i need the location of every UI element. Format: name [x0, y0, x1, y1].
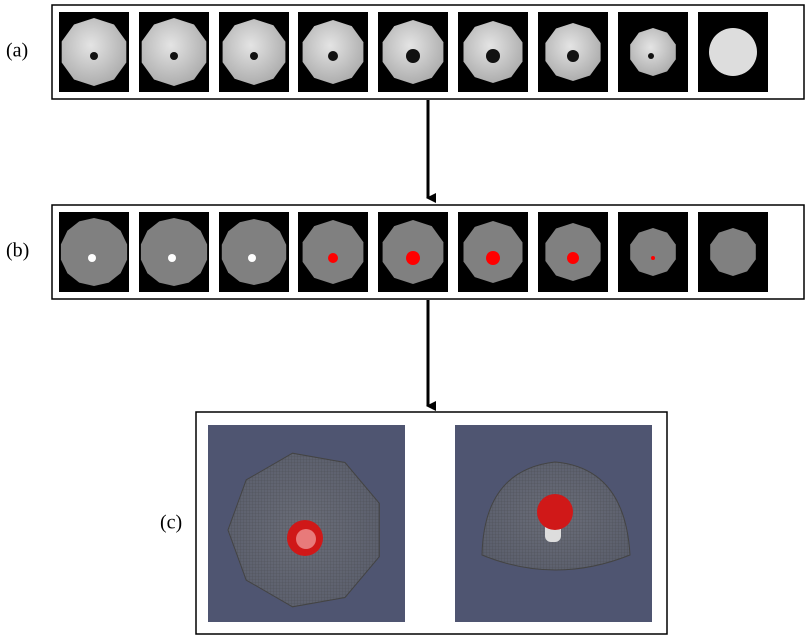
- mask-hole: [88, 254, 96, 262]
- tumor-core: [296, 529, 316, 549]
- slice-hole: [406, 49, 420, 63]
- mask-hole: [248, 254, 256, 262]
- mask-hole: [651, 256, 655, 260]
- mask-hole: [328, 253, 338, 263]
- slice-hole: [648, 53, 654, 59]
- mask-shape: [303, 220, 364, 284]
- mask-shape: [61, 218, 127, 286]
- figure: (a) (b) (c): [0, 0, 806, 637]
- slice-hole: [250, 52, 258, 60]
- panel-label: (c): [160, 512, 182, 534]
- mask-hole: [168, 254, 176, 262]
- slice-hole: [170, 52, 178, 60]
- mask-shape: [710, 228, 756, 276]
- slice-shape: [630, 28, 676, 76]
- mask-hole: [567, 252, 579, 264]
- mask-hole: [486, 251, 500, 265]
- slice-shape: [709, 28, 757, 76]
- mask-hole: [406, 251, 420, 265]
- slice-hole: [90, 52, 98, 60]
- panel-label: (b): [6, 240, 29, 262]
- mask-shape: [630, 228, 676, 276]
- slice-hole: [567, 50, 579, 62]
- mask-shape: [141, 218, 207, 286]
- tumor: [537, 494, 573, 530]
- panel-label: (a): [6, 40, 28, 62]
- mask-shape: [222, 219, 286, 285]
- slice-hole: [486, 49, 500, 63]
- slice-hole: [328, 51, 338, 61]
